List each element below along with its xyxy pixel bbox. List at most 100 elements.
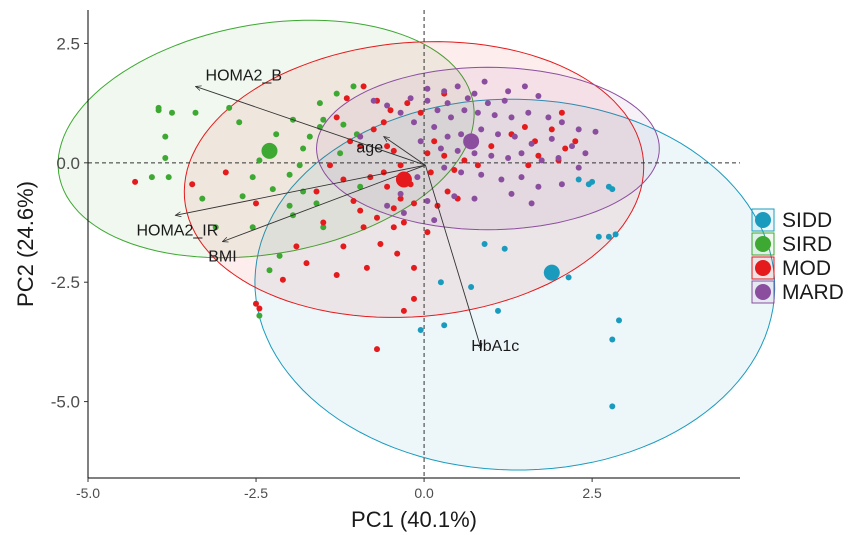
- point-mod: [411, 295, 417, 302]
- point-mod: [320, 219, 327, 226]
- y-axis-title: PC2 (24.6%): [13, 181, 38, 307]
- point-sird: [199, 195, 206, 202]
- x-axis-title: PC1 (40.1%): [351, 507, 477, 532]
- point-mard: [444, 133, 451, 140]
- legend-swatch-sird: [755, 236, 771, 252]
- point-sird: [320, 116, 327, 123]
- point-sird: [273, 131, 280, 138]
- point-mard: [592, 128, 599, 135]
- y-tick-label: -2.5: [51, 273, 80, 292]
- point-sird: [320, 224, 327, 231]
- point-mard: [474, 109, 481, 116]
- point-mod: [384, 143, 391, 150]
- point-mard: [431, 124, 438, 130]
- y-tick-label: 2.5: [56, 34, 80, 53]
- point-mod: [357, 207, 364, 214]
- point-sird: [340, 121, 347, 128]
- point-sird: [226, 104, 233, 111]
- point-sird: [256, 312, 263, 319]
- point-mod: [397, 195, 404, 202]
- point-mard: [501, 97, 508, 104]
- point-mod: [404, 100, 411, 107]
- point-sidd: [441, 322, 448, 329]
- point-mard: [558, 119, 565, 126]
- point-sird: [276, 252, 283, 259]
- point-mard: [434, 107, 441, 114]
- point-mod: [327, 162, 333, 169]
- point-mod: [380, 119, 387, 126]
- centroid-sidd: [543, 264, 560, 281]
- point-sidd: [437, 279, 444, 286]
- loading-label-bmi: BMI: [208, 249, 236, 266]
- loading-label-hba1c: HbA1c: [471, 338, 519, 355]
- point-sird: [357, 183, 364, 190]
- point-mard: [384, 202, 391, 209]
- point-sird: [239, 193, 246, 200]
- point-mod: [377, 241, 384, 247]
- point-mard: [384, 102, 391, 109]
- point-mard: [505, 155, 512, 161]
- point-mod: [340, 243, 347, 250]
- point-mod: [293, 243, 300, 250]
- point-mod: [411, 264, 417, 271]
- point-sidd: [616, 317, 622, 324]
- point-mard: [521, 83, 528, 90]
- point-sidd: [481, 241, 488, 247]
- point-mard: [400, 210, 407, 216]
- point-mod: [384, 183, 391, 190]
- point-sidd: [609, 186, 616, 193]
- point-sird: [269, 186, 276, 193]
- loading-arrow-homa2_ir: [175, 164, 426, 215]
- point-mod: [374, 346, 380, 353]
- point-mard: [454, 147, 461, 154]
- loading-arrow-hba1c: [424, 165, 481, 349]
- point-mard: [484, 100, 491, 107]
- point-sird: [313, 200, 320, 207]
- point-mod: [390, 205, 397, 212]
- point-mard: [535, 183, 542, 190]
- point-mard: [397, 109, 404, 116]
- x-tick-label: 2.5: [582, 485, 602, 501]
- point-sidd: [495, 307, 501, 314]
- legend-swatch-sidd: [755, 212, 771, 228]
- point-sird: [316, 100, 323, 107]
- point-mard: [458, 131, 465, 138]
- point-mard: [498, 176, 505, 183]
- point-mard: [441, 88, 448, 95]
- y-tick-label: -5.0: [51, 393, 80, 412]
- loading-arrow-homa2_b: [196, 86, 426, 166]
- point-mard: [451, 193, 458, 200]
- point-mod: [357, 143, 364, 150]
- point-sidd: [595, 233, 602, 240]
- point-mard: [397, 190, 404, 197]
- point-mod: [562, 145, 569, 152]
- point-sidd: [609, 403, 616, 410]
- point-mod: [400, 219, 407, 226]
- point-mard: [458, 169, 465, 176]
- point-mard: [471, 150, 478, 157]
- y-tick-label: 0.0: [56, 154, 80, 173]
- point-mod: [303, 260, 310, 267]
- point-mod: [363, 264, 370, 271]
- point-mod: [400, 307, 407, 314]
- point-sird: [300, 145, 307, 152]
- x-tick-label: 0.0: [414, 485, 434, 501]
- point-mard: [454, 83, 461, 90]
- point-mard: [528, 200, 535, 207]
- confidence-ellipses: [57, 19, 776, 471]
- point-mod: [521, 124, 528, 130]
- legend-label-mard: MARD: [782, 281, 844, 304]
- loading-label-homa2_ir: HOMA2_IR: [136, 222, 218, 239]
- point-mard: [448, 114, 454, 121]
- point-mard: [545, 114, 552, 121]
- point-mard: [528, 140, 535, 147]
- point-mard: [478, 171, 485, 178]
- point-mard: [441, 164, 448, 171]
- point-mard: [569, 143, 575, 150]
- point-mod: [370, 126, 377, 133]
- centroid-sird: [261, 142, 278, 159]
- ellipse-sird: [57, 19, 475, 259]
- point-mod: [424, 229, 431, 236]
- point-mard: [508, 114, 515, 121]
- point-mard: [471, 90, 478, 97]
